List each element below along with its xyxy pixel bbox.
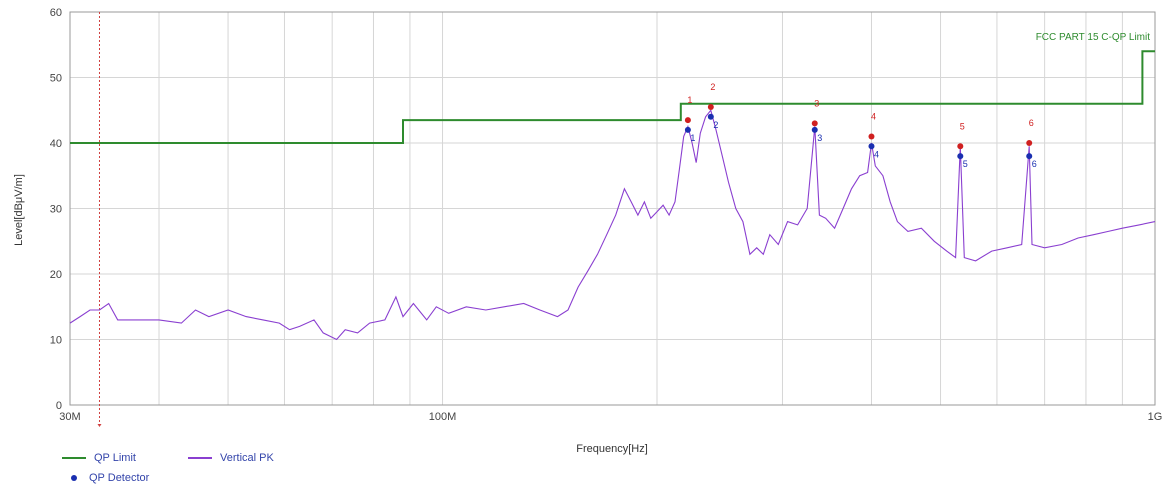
x-tick-label: 1G (1148, 411, 1163, 423)
legend-label-qp-detector: QP Detector (89, 472, 150, 484)
qp-detector-point (707, 113, 714, 120)
peak-marker (811, 120, 818, 127)
qp-detector-label: 3 (817, 133, 822, 143)
plot-frame (69, 11, 1156, 406)
legend-swatch-qp-limit (62, 457, 86, 459)
peak-marker-label: 4 (871, 111, 876, 121)
qp-limit-line (70, 50, 1155, 144)
qp-detector-label: 2 (713, 120, 718, 130)
qp-detector-label: 5 (963, 159, 968, 169)
qp-detector-point (868, 143, 875, 150)
y-tick-label: 20 (50, 269, 62, 281)
peak-marker (868, 133, 875, 140)
qp-detector-label: 1 (690, 133, 695, 143)
y-tick-label: 0 (56, 400, 62, 412)
limit-label: FCC PART 15 C-QP Limit (1036, 32, 1151, 43)
peak-marker (707, 103, 714, 110)
y-axis-ticks: 0 10 20 30 40 50 60 (50, 7, 62, 412)
x-tick-label: 100M (429, 411, 457, 423)
x-axis-ticks: 30M 100M 1G (59, 411, 1162, 423)
qp-detector-point (811, 126, 818, 133)
legend-swatch-vertical-pk (188, 457, 212, 459)
y-tick-label: 30 (50, 204, 62, 216)
vertical-pk-trace (69, 109, 1156, 341)
grid (69, 11, 1156, 406)
legend-label-vertical-pk: Vertical PK (220, 452, 274, 464)
qp-detector-point (684, 126, 691, 133)
y-axis-title: Level[dBμV/m] (13, 174, 25, 246)
y-tick-label: 50 (50, 73, 62, 85)
peak-marker (684, 117, 691, 124)
qp-detector-point (1026, 153, 1033, 160)
qp-detector-label: 4 (874, 149, 879, 159)
series-group: 1 2 3 4 5 6 1 2 3 4 5 6 (69, 50, 1156, 341)
peak-marker (1026, 140, 1033, 146)
peak-marker-label: 1 (687, 95, 692, 105)
peak-marker-label: 2 (710, 82, 715, 92)
y-tick-label: 60 (50, 7, 62, 19)
marker-triangle (97, 424, 102, 427)
legend-swatch-qp-detector (71, 475, 77, 481)
x-axis-title: Frequency[Hz] (576, 443, 648, 455)
peak-marker-label: 5 (960, 121, 965, 131)
legend-item-qp-detector: QP Detector (62, 472, 149, 484)
peak-marker-label: 6 (1029, 118, 1034, 128)
qp-detector-label: 6 (1032, 159, 1037, 169)
peak-marker-label: 3 (814, 98, 819, 108)
y-tick-label: 10 (50, 335, 62, 347)
legend-item-qp-limit: QP Limit (62, 452, 136, 464)
y-tick-label: 40 (50, 138, 62, 150)
x-tick-label: 30M (59, 411, 80, 423)
legend-item-vertical-pk: Vertical PK (188, 452, 274, 464)
peak-marker (957, 143, 964, 150)
legend-label-qp-limit: QP Limit (94, 452, 136, 464)
qp-detector-point (957, 153, 964, 160)
